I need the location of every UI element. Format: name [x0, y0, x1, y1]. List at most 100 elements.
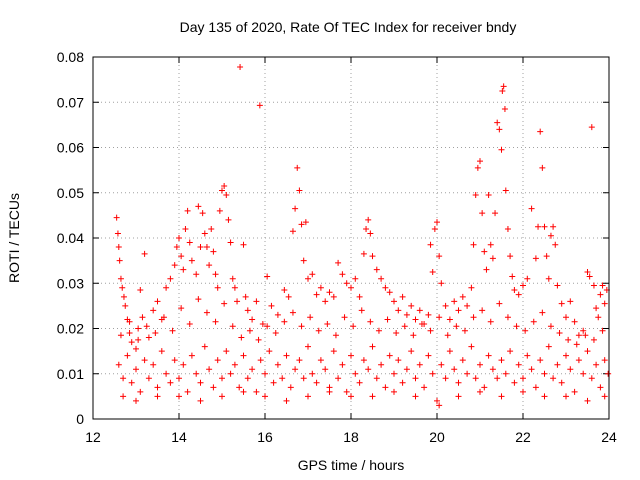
y-tick-label: 0	[76, 411, 84, 427]
data-point	[386, 352, 393, 359]
data-point	[485, 192, 492, 199]
x-tick-label: 12	[85, 429, 101, 445]
data-point	[461, 327, 468, 334]
data-point	[184, 388, 191, 395]
data-point	[597, 384, 604, 391]
data-point	[582, 332, 589, 339]
data-point	[391, 370, 397, 377]
data-point	[565, 336, 572, 343]
data-point	[472, 375, 479, 382]
y-tick-label: 0.04	[57, 230, 84, 246]
data-point	[197, 244, 204, 251]
data-point	[128, 379, 135, 386]
data-point	[193, 271, 200, 278]
data-point	[438, 361, 445, 368]
data-point	[296, 187, 303, 194]
data-point	[234, 298, 241, 305]
data-point	[520, 375, 526, 382]
data-point	[373, 266, 380, 273]
y-axis-label: ROTI / TECUs	[6, 193, 22, 283]
data-point	[418, 320, 425, 327]
data-point	[135, 325, 142, 332]
data-point	[266, 348, 273, 355]
data-point	[515, 291, 522, 298]
data-point	[479, 307, 486, 314]
data-point	[563, 393, 569, 400]
data-point	[184, 207, 191, 214]
data-point	[524, 275, 531, 282]
data-point	[360, 250, 367, 257]
data-point	[150, 307, 157, 314]
data-point	[238, 334, 245, 341]
data-point	[262, 393, 268, 400]
data-point	[487, 318, 494, 325]
data-point	[590, 282, 597, 289]
data-point	[341, 314, 348, 321]
data-point	[317, 284, 324, 291]
data-point	[520, 282, 526, 289]
data-point	[221, 182, 228, 189]
data-point	[117, 332, 124, 339]
data-point	[601, 300, 608, 307]
data-point	[489, 366, 496, 373]
data-point	[485, 352, 492, 359]
data-point	[378, 361, 385, 368]
data-point	[442, 375, 449, 382]
data-point	[470, 241, 477, 248]
data-point	[472, 192, 479, 199]
data-point	[446, 316, 453, 323]
data-point	[384, 316, 391, 323]
data-point	[563, 352, 569, 359]
data-point	[180, 361, 187, 368]
data-point	[541, 393, 548, 400]
data-point	[386, 289, 393, 296]
data-point	[117, 275, 124, 282]
data-point	[298, 221, 305, 228]
data-point	[126, 330, 133, 337]
data-point	[274, 361, 281, 368]
data-point	[416, 361, 423, 368]
data-point	[403, 311, 410, 318]
data-point	[154, 298, 161, 305]
data-point	[343, 388, 350, 395]
data-point	[442, 302, 449, 309]
data-point	[313, 291, 320, 298]
data-point	[176, 375, 182, 382]
data-point	[352, 370, 359, 377]
data-point	[446, 348, 453, 355]
x-tick-label: 16	[257, 429, 273, 445]
data-point	[412, 375, 419, 382]
data-point	[214, 284, 221, 291]
data-point	[436, 253, 443, 260]
data-point	[427, 327, 434, 334]
data-point	[201, 343, 208, 350]
data-point	[348, 393, 354, 400]
data-point	[259, 320, 266, 327]
data-point	[563, 314, 569, 321]
data-point	[459, 293, 466, 300]
data-point	[113, 214, 120, 221]
data-point	[352, 275, 359, 282]
data-point	[382, 284, 389, 291]
data-point	[511, 287, 518, 294]
data-point	[176, 393, 182, 400]
data-point	[451, 298, 458, 305]
data-point	[287, 384, 294, 391]
data-point	[182, 225, 189, 232]
data-point	[558, 300, 565, 307]
data-point	[219, 393, 225, 400]
data-point	[391, 388, 397, 395]
data-point	[339, 271, 346, 278]
data-point	[274, 311, 281, 318]
data-point	[369, 393, 376, 400]
data-point	[571, 318, 578, 325]
data-point	[494, 375, 501, 382]
data-point	[599, 327, 606, 334]
x-tick-label: 18	[343, 429, 359, 445]
data-point	[225, 216, 232, 223]
data-point	[537, 128, 544, 135]
data-point	[539, 164, 546, 171]
data-point	[322, 366, 329, 373]
data-point	[399, 293, 406, 300]
data-point	[477, 388, 483, 395]
